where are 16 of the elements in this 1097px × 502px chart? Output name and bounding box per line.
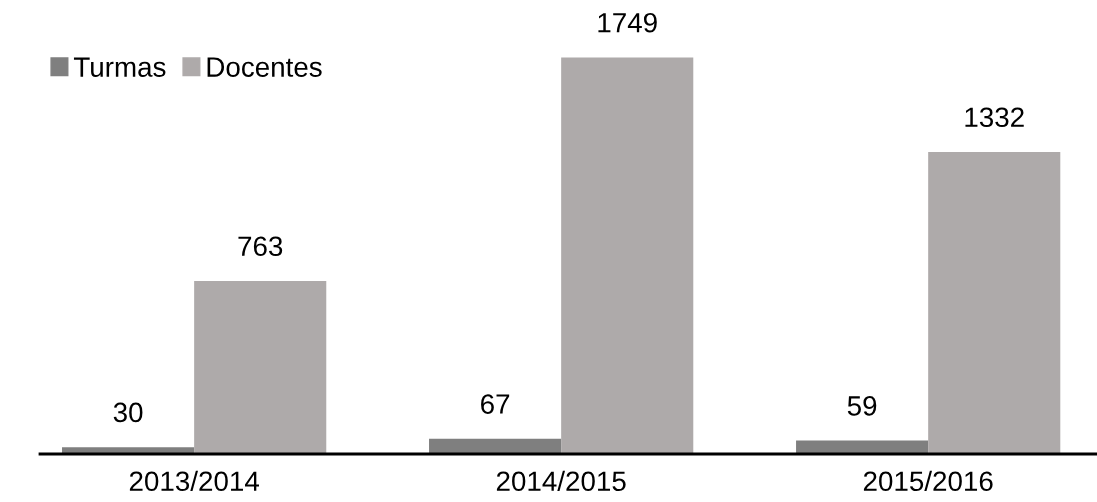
bar [796, 440, 929, 454]
legend-label: Docentes [207, 57, 322, 77]
bar [194, 281, 327, 454]
x-tick-label: 2014/2015 [496, 470, 626, 492]
bar [561, 57, 694, 454]
data-label: 59 [847, 396, 877, 416]
x-tick-label: 2015/2016 [863, 470, 993, 492]
x-tick-label: 2013/2014 [129, 470, 259, 492]
legend-label: Turmas [73, 57, 166, 77]
bar [429, 438, 562, 454]
data-label: 1332 [965, 107, 1024, 128]
data-label: 763 [238, 236, 283, 257]
bar [928, 152, 1061, 454]
data-label: 1749 [598, 12, 657, 33]
data-label: 30 [113, 402, 143, 423]
data-label: 67 [481, 394, 510, 414]
